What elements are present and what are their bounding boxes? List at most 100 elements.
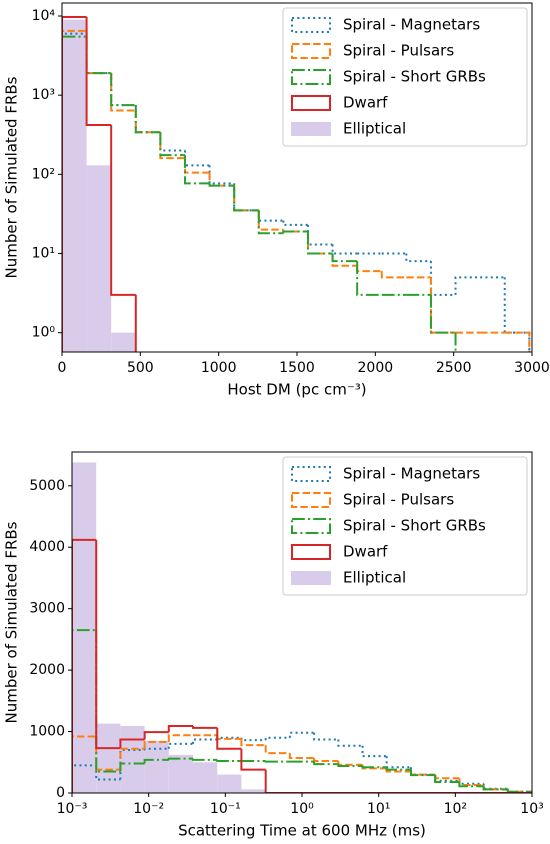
legend-swatch: [291, 122, 331, 136]
y-tick-label: 10¹: [32, 246, 55, 262]
hist-step: [240, 737, 266, 742]
hist-step: [380, 271, 407, 279]
legend-swatch: [291, 492, 331, 508]
hist-step: [409, 767, 436, 776]
bar: [96, 723, 121, 793]
x-axis-label: Scattering Time at 600 MHz (ms): [178, 822, 426, 840]
hist-step: [119, 738, 145, 749]
x-tick-label: 0: [58, 360, 67, 376]
hist-step: [240, 748, 266, 771]
hist-step: [216, 759, 242, 763]
y-tick-label: 4000: [29, 539, 65, 555]
y-tick-label: 3000: [29, 601, 65, 617]
hist-step: [385, 767, 411, 771]
legend-label: Dwarf: [343, 94, 388, 112]
legend-label: Elliptical: [343, 569, 406, 587]
hist-step: [183, 150, 210, 167]
hist-step: [458, 780, 484, 785]
hist-step: [85, 17, 112, 127]
hist-step: [85, 30, 112, 75]
x-tick-label: 10¹: [367, 801, 390, 817]
hist-step: [95, 539, 121, 750]
legend-swatch: [291, 43, 331, 59]
hist-step: [119, 762, 145, 772]
hist-step: [134, 294, 137, 352]
legend-label: Spiral - Short GRBs: [343, 68, 486, 86]
bar: [217, 774, 242, 793]
hist-step: [306, 231, 333, 255]
hist-step: [313, 732, 339, 741]
hist-step: [454, 332, 457, 352]
hist-step: [216, 727, 242, 750]
x-tick-label: 2500: [436, 360, 472, 376]
hist-step: [306, 231, 333, 255]
hist-step: [458, 781, 484, 788]
x-tick-label: 3000: [514, 360, 550, 376]
hist-step: [264, 736, 290, 741]
hist-step: [504, 331, 531, 352]
hist-step: [192, 738, 218, 744]
hist-step: [72, 735, 97, 793]
hist-step: [143, 741, 169, 749]
bar: [111, 332, 136, 352]
hist-step: [282, 230, 308, 234]
legend-swatch: [291, 518, 331, 534]
hist-step: [337, 761, 363, 766]
legend-swatch: [291, 69, 331, 85]
hist-step: [257, 210, 284, 222]
hist-step: [264, 745, 290, 755]
hist-step: [134, 110, 161, 134]
hist-step: [337, 764, 363, 767]
x-tick-label: 1500: [279, 360, 315, 376]
x-tick-label: 10⁻¹: [210, 801, 241, 817]
legend-frame: [282, 456, 528, 596]
hist-step: [434, 775, 460, 783]
hist-step: [208, 165, 235, 185]
plot-area: [72, 462, 532, 793]
hist-step: [240, 738, 266, 747]
x-tick-label: 2000: [358, 360, 394, 376]
x-tick-label: 10⁻²: [133, 801, 164, 817]
bar: [241, 789, 266, 793]
hist-step: [134, 105, 161, 134]
chart: 10⁻³ 10⁻² 10⁻¹ 10⁰ 10¹ 10² 10³ 0 1000 2000 3000 400…: [3, 451, 544, 840]
hist-step: [233, 183, 259, 212]
hist-step: [288, 753, 315, 759]
x-tick-label: 10⁰: [290, 801, 314, 817]
chart: 0 500 1000 1500 2000 2500 3000 10⁰ 10¹ 10² 10³ 10⁴ H…: [3, 2, 550, 399]
x-tick-label: 10⁻³: [57, 801, 88, 817]
hist-step: [85, 33, 112, 75]
hist-step: [110, 125, 136, 296]
x-tick-label: 10³: [520, 801, 543, 817]
hist-step: [159, 132, 185, 152]
hist-step: [361, 765, 387, 769]
hist-step: [482, 783, 508, 790]
hist-step: [167, 734, 194, 743]
hist-step: [159, 132, 185, 157]
y-tick-label: 10⁰: [32, 325, 56, 341]
hist-step: [110, 73, 136, 107]
y-tick-label: 10²: [32, 166, 55, 182]
hist-step: [264, 769, 290, 793]
x-tick-label: 10²: [444, 801, 467, 817]
plot-area: [62, 16, 531, 352]
hist-step: [361, 745, 387, 758]
legend-label: Dwarf: [343, 543, 388, 561]
hist-step: [313, 761, 339, 766]
hist-step: [409, 771, 436, 776]
hist-step: [192, 758, 218, 761]
hist-step: [331, 253, 358, 267]
x-axis-label: Host DM (pc cm⁻³): [227, 381, 366, 399]
legend-label: Spiral - Pulsars: [343, 491, 454, 509]
hist-step: [429, 294, 456, 334]
legend-swatch: [291, 571, 331, 585]
hist-step: [405, 253, 431, 263]
bar: [62, 19, 87, 352]
hist-step: [62, 29, 87, 352]
hist-step: [361, 764, 387, 770]
y-tick-label: 0: [56, 785, 65, 801]
hist-step: [434, 774, 460, 780]
bar: [168, 754, 194, 793]
hist-step: [331, 253, 358, 263]
hist-step: [192, 726, 218, 729]
